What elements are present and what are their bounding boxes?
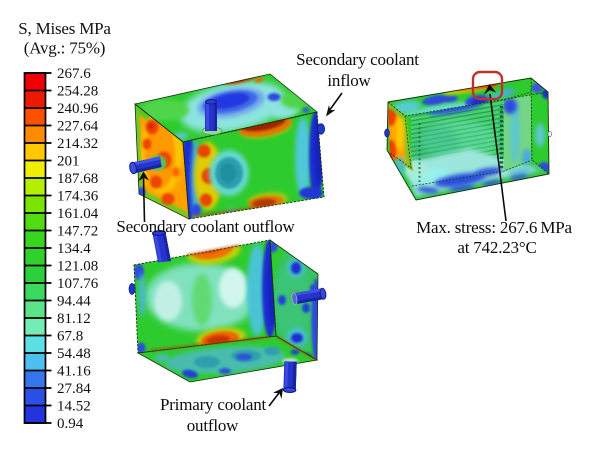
svg-text:121.08: 121.08 bbox=[57, 259, 98, 275]
svg-text:187.68: 187.68 bbox=[57, 171, 98, 187]
svg-text:267.6: 267.6 bbox=[57, 66, 91, 82]
svg-text:161.04: 161.04 bbox=[57, 206, 99, 222]
svg-text:227.64: 227.64 bbox=[57, 119, 99, 135]
svg-text:S, Mises MPa: S, Mises MPa bbox=[18, 19, 111, 38]
svg-text:Secondary coolant outflow: Secondary coolant outflow bbox=[116, 217, 295, 236]
svg-text:94.44: 94.44 bbox=[57, 294, 91, 310]
svg-text:at 742.23°C: at 742.23°C bbox=[457, 238, 536, 257]
svg-text:134.4: 134.4 bbox=[57, 241, 91, 257]
svg-text:214.32: 214.32 bbox=[57, 136, 98, 152]
svg-text:(Avg.: 75%): (Avg.: 75%) bbox=[24, 39, 106, 58]
svg-text:inflow: inflow bbox=[327, 71, 371, 90]
svg-text:Max. stress: 267.6 MPa: Max. stress: 267.6 MPa bbox=[416, 218, 572, 237]
svg-text:0.94: 0.94 bbox=[57, 416, 84, 432]
svg-text:14.52: 14.52 bbox=[57, 399, 91, 415]
svg-text:27.84: 27.84 bbox=[57, 381, 91, 397]
svg-text:outflow: outflow bbox=[187, 416, 239, 435]
svg-text:Primary coolant: Primary coolant bbox=[160, 395, 267, 414]
svg-text:81.12: 81.12 bbox=[57, 311, 91, 327]
svg-text:174.36: 174.36 bbox=[57, 189, 99, 205]
svg-text:107.76: 107.76 bbox=[57, 276, 99, 292]
svg-text:67.8: 67.8 bbox=[57, 329, 83, 345]
svg-text:Secondary coolant: Secondary coolant bbox=[296, 50, 419, 69]
svg-text:54.48: 54.48 bbox=[57, 346, 91, 362]
svg-text:254.28: 254.28 bbox=[57, 84, 98, 100]
svg-text:147.72: 147.72 bbox=[57, 224, 98, 240]
svg-text:201: 201 bbox=[57, 154, 80, 170]
svg-text:41.16: 41.16 bbox=[57, 364, 91, 380]
svg-text:240.96: 240.96 bbox=[57, 101, 99, 117]
